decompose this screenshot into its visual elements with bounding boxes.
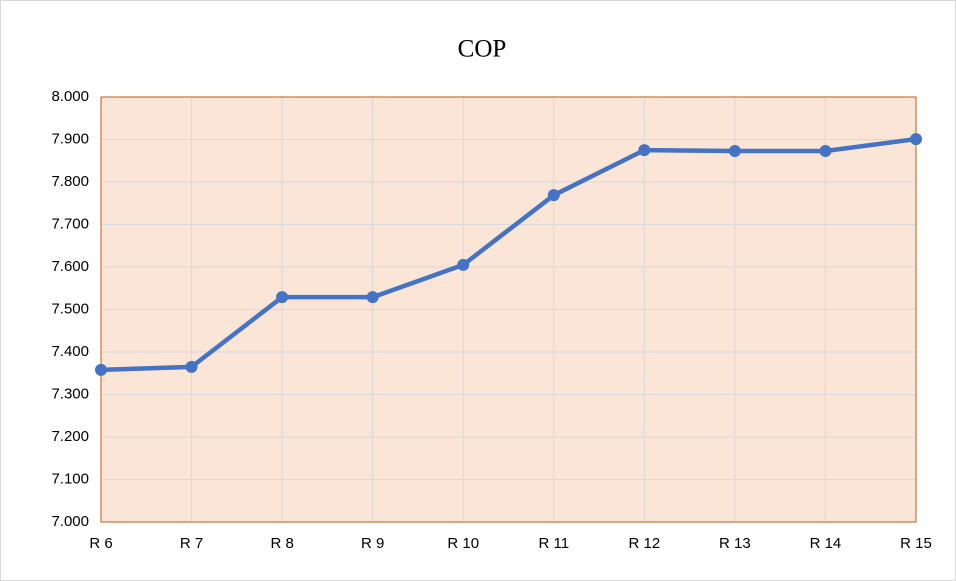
x-tick-label: R 6 — [89, 535, 112, 552]
point — [457, 258, 470, 271]
point — [276, 291, 289, 304]
point — [910, 133, 922, 146]
plot-border — [100, 96, 917, 523]
x-tick-label: R 7 — [180, 535, 203, 552]
x-tick-label: R 15 — [900, 535, 932, 552]
y-tick-label: 7.800 — [51, 173, 89, 190]
chart-title: COP — [458, 36, 507, 63]
point — [547, 189, 560, 202]
y-tick-label: 7.500 — [51, 300, 89, 317]
y-tick-label: 7.100 — [51, 470, 89, 487]
y-tick-label: 7.300 — [51, 385, 89, 402]
x-tick-label: R 8 — [270, 535, 293, 552]
point — [95, 363, 107, 376]
y-tick-label: 7.000 — [51, 513, 89, 530]
point — [366, 291, 379, 304]
x-tick-label: R 13 — [719, 535, 751, 552]
x-tick-label: R 9 — [361, 535, 384, 552]
x-tick-label: R 11 — [538, 535, 569, 552]
x-tick-label: R 14 — [810, 535, 842, 552]
point — [638, 144, 651, 157]
x-tick-label: R 10 — [447, 535, 479, 552]
y-tick-label: 7.600 — [51, 258, 89, 275]
y-tick-label: 7.400 — [51, 343, 89, 360]
line — [100, 136, 917, 373]
point — [819, 144, 832, 157]
point — [728, 144, 741, 157]
y-tick-label: 7.700 — [51, 215, 89, 232]
x-tick-label: R 12 — [628, 535, 660, 552]
point — [185, 360, 198, 373]
y-tick-label: 7.900 — [51, 130, 89, 147]
y-tick-label: 7.200 — [51, 428, 89, 445]
y-tick-label: 8.000 — [51, 88, 89, 105]
